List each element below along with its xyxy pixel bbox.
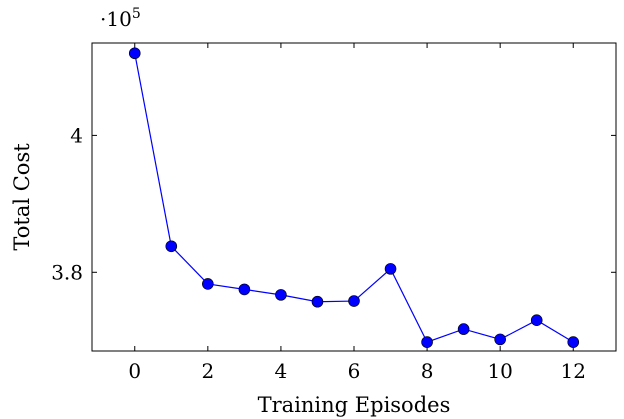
svg-text:·105: ·105 [100, 6, 141, 31]
data-point [202, 278, 214, 290]
data-point [165, 240, 178, 253]
x-axis-ticks: 0 2 4 6 8 10 12 [128, 43, 586, 383]
x-tick-label: 6 [348, 359, 361, 383]
y-multiplier-base: ·10 [100, 7, 132, 31]
data-point [494, 333, 506, 346]
x-tick-label: 10 [487, 359, 512, 383]
data-point [128, 47, 141, 60]
x-tick-label: 4 [275, 359, 288, 383]
data-point [384, 263, 397, 275]
data-point [530, 314, 543, 327]
data-point [421, 336, 433, 348]
x-tick-label: 12 [561, 359, 586, 383]
data-point [238, 283, 251, 296]
x-tick-label: 8 [421, 359, 434, 383]
data-point [567, 336, 580, 348]
series-layer [128, 47, 580, 348]
y-tick-label: 3.8 [51, 260, 83, 284]
x-axis-label: Training Episodes [258, 393, 451, 417]
y-tick-label: 4 [70, 123, 83, 147]
data-point [311, 295, 324, 308]
y-axis-multiplier: ·105 [100, 6, 141, 31]
x-tick-label: 2 [201, 359, 214, 383]
y-axis-label: Total Cost [10, 143, 34, 251]
data-point [275, 289, 287, 301]
y-axis-ticks: 3.84 [51, 123, 616, 284]
data-point [457, 323, 470, 335]
x-tick-label: 0 [128, 359, 141, 383]
data-point [348, 295, 360, 307]
y-multiplier-exponent: 5 [132, 6, 141, 22]
